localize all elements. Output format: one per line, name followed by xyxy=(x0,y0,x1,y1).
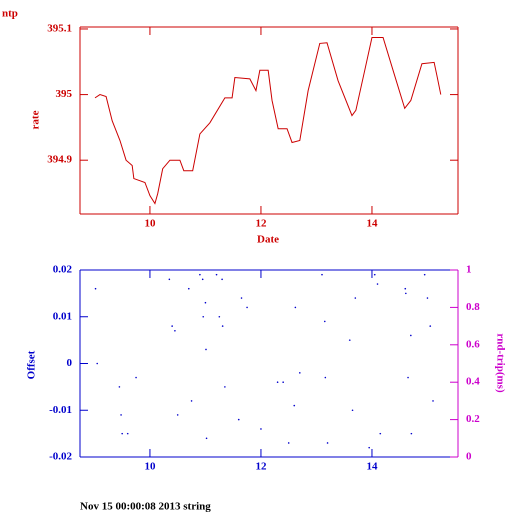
x-tick-label: 10 xyxy=(144,218,156,230)
data-point xyxy=(135,376,137,379)
data-point xyxy=(215,273,218,276)
data-point xyxy=(94,287,97,290)
data-point xyxy=(410,334,412,337)
data-point xyxy=(429,325,432,327)
data-point xyxy=(324,376,327,379)
y-tick-label: 0 xyxy=(67,357,73,369)
data-point xyxy=(176,414,179,416)
data-point xyxy=(240,297,243,299)
data-point xyxy=(426,297,429,299)
data-point xyxy=(293,404,296,407)
data-point xyxy=(299,372,301,374)
y-axis-label: Offset xyxy=(26,350,38,379)
data-point xyxy=(351,409,354,412)
data-point xyxy=(221,325,224,327)
y2-tick-label: 0.8 xyxy=(466,301,480,313)
data-point xyxy=(326,442,329,444)
y-tick-label: 395.1 xyxy=(47,22,72,34)
data-point xyxy=(237,418,240,421)
y2-tick-label: 0.6 xyxy=(466,338,480,350)
y-tick-label: 395 xyxy=(56,88,73,100)
data-line xyxy=(94,36,442,205)
data-point xyxy=(118,386,121,388)
y-tick-label: -0.02 xyxy=(49,451,72,463)
data-point xyxy=(187,287,190,290)
y2-tick-label: 1 xyxy=(466,264,472,276)
y2-tick-label: 0 xyxy=(466,451,472,463)
y-tick-label: 0.02 xyxy=(53,264,73,276)
data-point xyxy=(354,297,357,299)
y2-axis-label: rnd-trip(ms) xyxy=(494,333,506,393)
x-tick-label: 12 xyxy=(255,461,267,473)
data-point xyxy=(218,315,221,318)
data-point xyxy=(432,400,434,402)
data-point xyxy=(260,428,262,430)
chart-title: ntp xyxy=(2,8,18,20)
y2-tick-label: 0.4 xyxy=(466,376,480,388)
y-axis-label: rate xyxy=(30,110,42,129)
x-tick-label: 12 xyxy=(255,218,267,230)
data-point xyxy=(168,278,171,281)
data-point xyxy=(282,381,284,384)
data-point xyxy=(294,306,297,309)
data-point xyxy=(224,386,226,388)
data-point xyxy=(120,414,122,416)
data-point xyxy=(423,273,426,276)
footer: Nov 15 00:00:08 2013 string xyxy=(80,501,211,512)
data-point xyxy=(379,432,382,435)
y2-tick-label: 0.2 xyxy=(466,413,480,425)
data-point xyxy=(410,432,413,435)
data-point xyxy=(205,348,207,351)
data-point xyxy=(190,400,193,402)
data-point xyxy=(407,376,409,379)
data-point xyxy=(221,278,223,281)
data-point xyxy=(202,315,205,318)
data-point xyxy=(174,329,176,332)
data-point xyxy=(348,339,351,341)
y-tick-label: -0.01 xyxy=(49,404,72,416)
data-point xyxy=(96,362,99,365)
x-tick-label: 10 xyxy=(144,461,156,473)
data-point xyxy=(276,381,279,384)
data-point xyxy=(287,442,290,444)
x-tick-label: 14 xyxy=(366,461,378,473)
x-axis-label: Date xyxy=(257,234,279,246)
data-point xyxy=(201,278,204,281)
data-point xyxy=(373,273,376,276)
y-tick-label: 394.9 xyxy=(47,154,72,166)
data-point xyxy=(323,320,326,323)
data-point xyxy=(368,446,370,449)
data-point xyxy=(126,432,129,435)
data-point xyxy=(246,306,248,309)
data-point xyxy=(405,292,407,295)
data-point xyxy=(171,325,173,327)
data-point xyxy=(199,273,201,276)
data-point xyxy=(121,432,123,435)
data-point xyxy=(376,283,379,285)
data-point xyxy=(205,437,208,440)
data-point xyxy=(404,287,407,290)
y-tick-label: 0.01 xyxy=(53,310,72,322)
x-tick-label: 14 xyxy=(366,218,378,230)
data-point xyxy=(204,301,207,304)
data-point xyxy=(321,273,323,276)
